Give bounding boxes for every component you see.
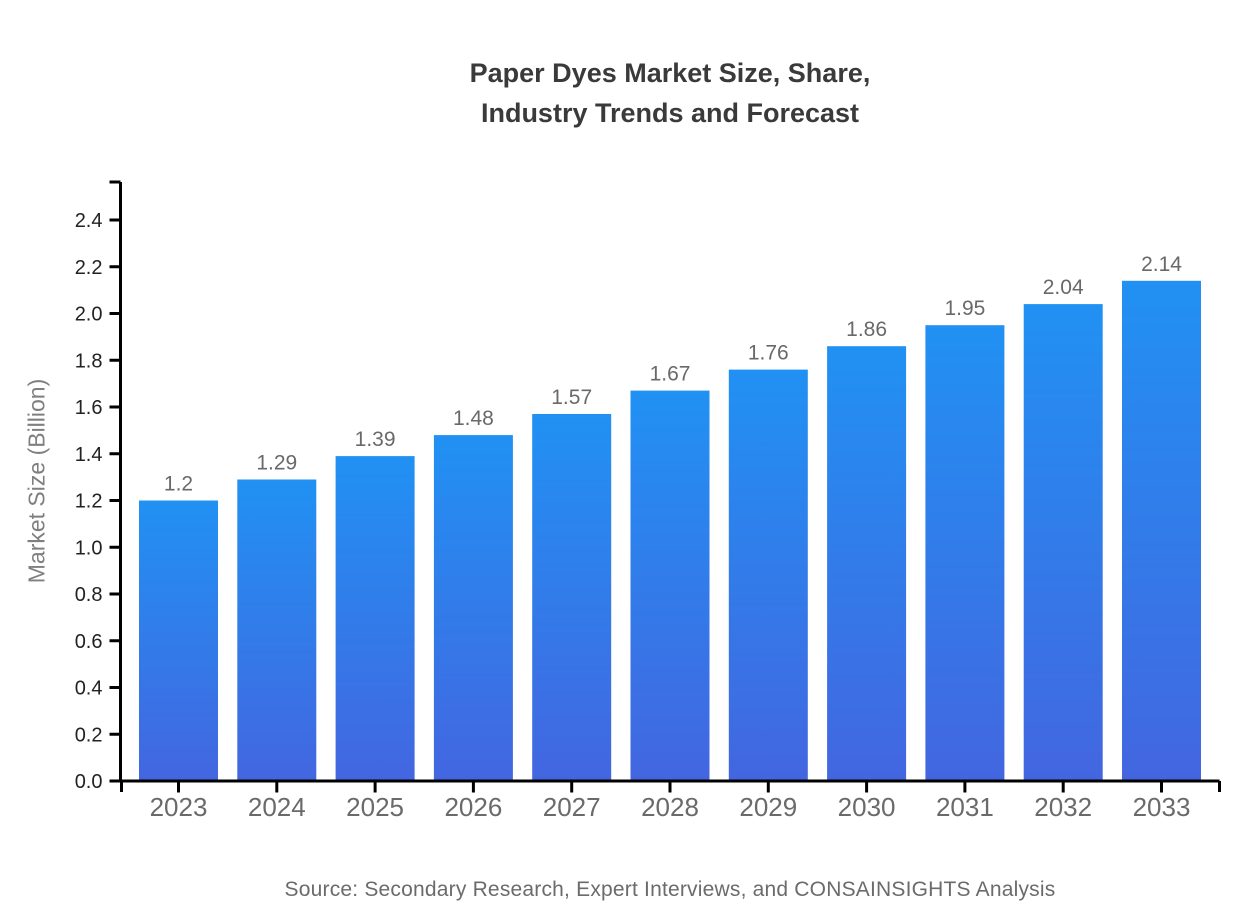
x-tick-label-2033: 2033 [1133,792,1191,822]
chart-title: Paper Dyes Market Size, Share, Industry … [120,53,1220,133]
y-tick-label-0.2: 0.2 [75,724,103,746]
bars-group: 1.2 1.29 1.39 1.48 1.57 1.67 1.76 1.86 1.95 2.04 2… [139,253,1201,781]
bar-value-label-2025: 1.39 [355,428,396,451]
bar-value-label-2024: 1.29 [256,452,297,475]
y-tick-label-2.2: 2.2 [75,257,103,279]
x-tick-label-2030: 2030 [838,792,896,822]
x-tick-label-2023: 2023 [150,792,208,822]
bar-value-label-2032: 2.04 [1043,276,1084,299]
x-tick-label-2031: 2031 [936,792,994,822]
bar-2033 [1122,280,1201,781]
bar-value-label-2030: 1.86 [846,318,887,341]
bar-value-label-2023: 1.2 [164,473,193,496]
y-tick-label-0.6: 0.6 [75,631,103,653]
source-note: Source: Secondary Research, Expert Inter… [284,878,1056,901]
bar-value-label-2026: 1.48 [453,407,494,430]
chart-title-line-1: Paper Dyes Market Size, Share, [469,58,871,88]
bar-value-label-2029: 1.76 [748,342,789,365]
bar-2025 [335,456,415,781]
y-tick-label-0.0: 0.0 [75,771,103,793]
y-tick-label-0.8: 0.8 [75,584,103,606]
bar-2032 [1023,304,1103,781]
axes-group: 0.0 0.2 0.4 0.6 0.8 1.0 1.2 1.4 1.6 1.8 2.0 2.2 2.4 2… [75,180,1221,822]
bar-value-label-2033: 2.14 [1141,253,1182,276]
x-tick-label-2026: 2026 [444,792,502,822]
bar-2031 [925,325,1005,781]
bar-2027 [532,414,612,781]
x-tick-label-2027: 2027 [543,792,601,822]
bar-value-label-2031: 1.95 [944,297,985,320]
y-tick-label-1.8: 1.8 [75,350,103,372]
bar-2023 [139,500,218,781]
chart-title-line-2: Industry Trends and Forecast [480,98,860,128]
y-tick-label-2.4: 2.4 [75,210,103,232]
bar-2029 [728,369,808,781]
y-tick-label-0.4: 0.4 [75,678,103,700]
bar-2030 [827,346,907,781]
bar-2026 [433,435,513,781]
x-tick-label-2032: 2032 [1034,792,1092,822]
x-tick-label-2029: 2029 [739,792,797,822]
y-tick-label-1.4: 1.4 [75,444,103,466]
x-tick-label-2025: 2025 [346,792,404,822]
y-tick-label-1.6: 1.6 [75,397,103,419]
y-tick-label-1.0: 1.0 [75,537,103,559]
y-tick-label-2.0: 2.0 [75,304,103,326]
bar-value-label-2027: 1.57 [551,386,592,409]
bar-2028 [630,390,710,781]
y-tick-label-1.2: 1.2 [75,491,103,513]
bar-value-label-2028: 1.67 [650,363,691,386]
bar-2024 [237,479,317,781]
x-tick-label-2024: 2024 [248,792,306,822]
x-tick-label-2028: 2028 [641,792,699,822]
